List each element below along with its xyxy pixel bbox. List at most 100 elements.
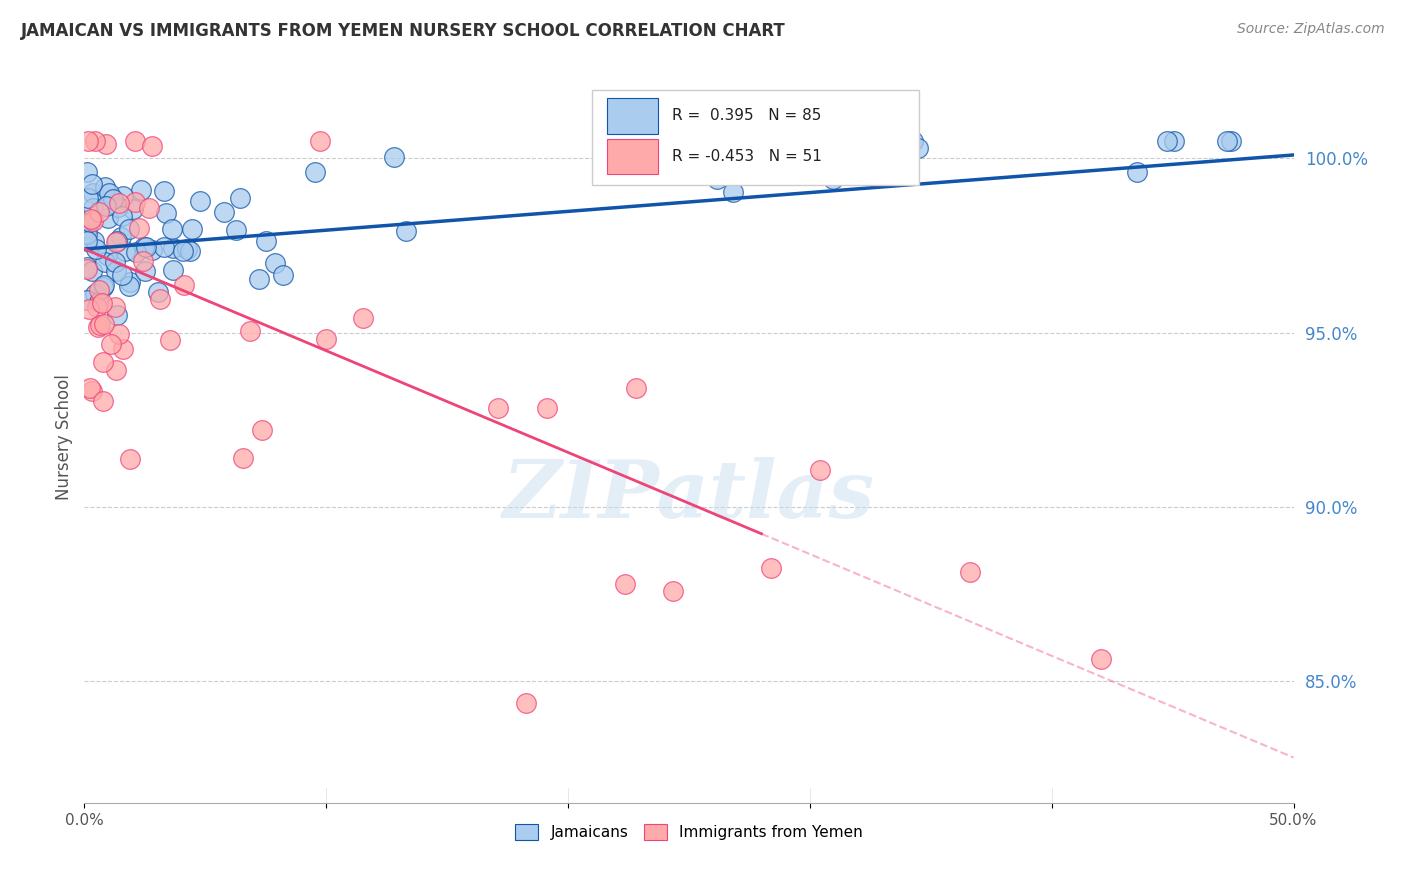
Point xyxy=(76,165,98,179)
Point xyxy=(160,222,183,236)
Point xyxy=(118,221,141,235)
Point xyxy=(232,450,254,465)
Point xyxy=(79,381,101,395)
Point xyxy=(271,268,294,282)
Point xyxy=(153,184,176,198)
Point xyxy=(1156,134,1178,148)
Point xyxy=(107,200,129,214)
Point xyxy=(959,565,981,579)
Point xyxy=(159,333,181,347)
Point xyxy=(91,280,114,294)
Point xyxy=(89,318,111,332)
Point xyxy=(153,240,176,254)
Point xyxy=(834,134,856,148)
Point xyxy=(901,134,924,148)
Point xyxy=(212,205,235,219)
Point xyxy=(100,336,122,351)
Point xyxy=(225,223,247,237)
Point xyxy=(661,584,683,599)
Point xyxy=(870,134,893,148)
Point xyxy=(1163,134,1185,148)
Point xyxy=(304,165,326,179)
Point xyxy=(124,194,146,209)
Point xyxy=(515,696,537,710)
Text: JAMAICAN VS IMMIGRANTS FROM YEMEN NURSERY SCHOOL CORRELATION CHART: JAMAICAN VS IMMIGRANTS FROM YEMEN NURSER… xyxy=(21,22,786,40)
Point xyxy=(129,183,152,197)
Point xyxy=(162,241,184,255)
Point xyxy=(395,224,418,238)
Point xyxy=(122,202,145,216)
Point xyxy=(173,277,195,292)
Point xyxy=(105,308,128,322)
FancyBboxPatch shape xyxy=(592,90,918,185)
Point xyxy=(96,137,118,152)
Point xyxy=(146,285,169,299)
Point xyxy=(94,199,117,213)
Point xyxy=(831,134,853,148)
Point xyxy=(86,300,108,314)
Point xyxy=(176,242,198,256)
Point xyxy=(76,293,98,307)
Point xyxy=(125,245,148,260)
Point xyxy=(98,186,121,201)
Point xyxy=(79,215,101,229)
Point xyxy=(162,263,184,277)
Point xyxy=(254,234,277,248)
Point xyxy=(250,423,273,437)
Point xyxy=(91,296,114,310)
Point xyxy=(80,384,103,398)
Point xyxy=(759,561,782,575)
Point xyxy=(111,209,134,223)
Point xyxy=(1216,134,1239,148)
Point xyxy=(229,191,252,205)
Point xyxy=(96,248,118,262)
Point xyxy=(808,463,831,477)
Point xyxy=(93,278,115,293)
Point xyxy=(536,401,558,415)
Point xyxy=(1126,165,1149,179)
Text: R =  0.395   N = 85: R = 0.395 N = 85 xyxy=(672,109,821,123)
Point xyxy=(118,278,141,293)
Point xyxy=(141,138,163,153)
Point xyxy=(82,186,104,201)
Point xyxy=(141,243,163,257)
FancyBboxPatch shape xyxy=(607,98,658,134)
Point xyxy=(172,244,194,258)
Point xyxy=(120,275,142,289)
Point xyxy=(107,196,129,211)
Point xyxy=(110,230,132,244)
Point xyxy=(721,185,744,199)
Point xyxy=(624,381,647,395)
Point xyxy=(706,171,728,186)
Point xyxy=(111,268,134,283)
Point xyxy=(1219,134,1241,148)
Point xyxy=(382,150,405,164)
Point xyxy=(87,320,110,334)
Legend: Jamaicans, Immigrants from Yemen: Jamaicans, Immigrants from Yemen xyxy=(509,818,869,847)
Point xyxy=(89,205,111,219)
Point xyxy=(76,227,98,241)
Point xyxy=(138,202,160,216)
Point xyxy=(82,213,104,227)
Point xyxy=(105,235,128,250)
Point xyxy=(247,272,270,286)
Point xyxy=(135,240,157,254)
Point xyxy=(82,201,104,215)
Point xyxy=(104,264,127,278)
Point xyxy=(108,327,131,342)
Point xyxy=(80,264,103,278)
Point xyxy=(239,324,262,338)
Point xyxy=(76,191,98,205)
Y-axis label: Nursery School: Nursery School xyxy=(55,374,73,500)
Point xyxy=(613,576,636,591)
Point xyxy=(315,332,337,346)
Point xyxy=(93,317,115,331)
Point xyxy=(104,255,127,269)
Point xyxy=(128,221,150,235)
Point xyxy=(104,363,127,377)
Point xyxy=(87,283,110,297)
Point xyxy=(111,189,134,203)
Point xyxy=(84,134,107,148)
Point xyxy=(124,134,146,148)
Point xyxy=(94,255,117,269)
